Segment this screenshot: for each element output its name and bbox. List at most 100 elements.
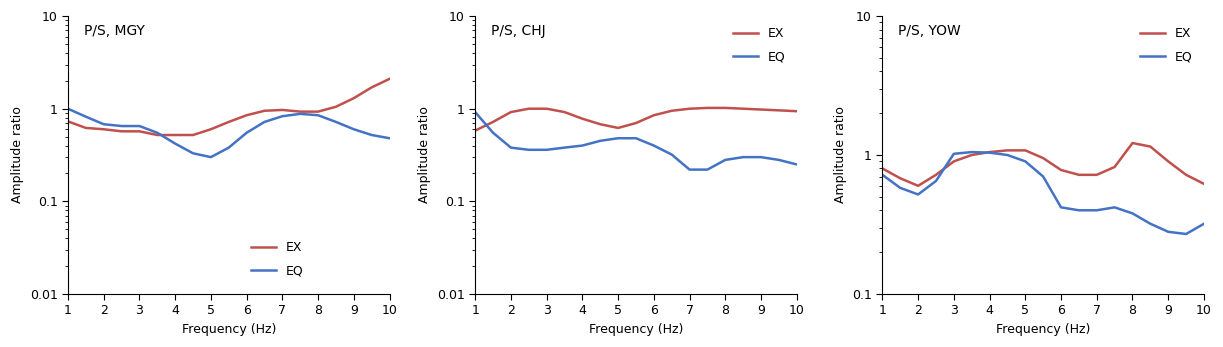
Text: P/S, CHJ: P/S, CHJ [492, 24, 545, 39]
X-axis label: Frequency (Hz): Frequency (Hz) [588, 323, 684, 336]
EX [292, 110, 307, 114]
EQ [789, 162, 804, 167]
EX [1090, 173, 1104, 177]
EX [593, 122, 608, 126]
EQ [736, 155, 751, 159]
EQ [311, 113, 325, 117]
EX [1018, 148, 1032, 152]
EX [257, 109, 272, 113]
EQ [383, 136, 397, 140]
EQ [364, 133, 379, 137]
EQ [78, 115, 93, 119]
EQ [468, 110, 483, 114]
EX [629, 121, 643, 125]
EQ [647, 143, 662, 147]
EQ [504, 145, 519, 150]
EX [647, 113, 662, 117]
EQ [486, 131, 500, 135]
EQ [700, 168, 714, 172]
EX [521, 107, 536, 111]
Line: EX: EX [476, 108, 796, 130]
EQ [292, 112, 307, 116]
EX [114, 129, 128, 133]
EQ [753, 155, 768, 159]
X-axis label: Frequency (Hz): Frequency (Hz) [181, 323, 276, 336]
EQ [718, 158, 733, 162]
EQ [132, 124, 147, 128]
EQ [874, 173, 889, 177]
EX [789, 109, 804, 113]
EX [753, 108, 768, 112]
EQ [257, 120, 272, 124]
EX [97, 127, 111, 131]
EX [1000, 148, 1015, 152]
EQ [1179, 232, 1194, 236]
EX [1179, 173, 1194, 177]
EX [468, 128, 483, 133]
EQ [1107, 205, 1121, 210]
EX [78, 126, 93, 130]
EQ [329, 120, 344, 124]
EQ [1090, 208, 1104, 212]
EQ [682, 168, 697, 172]
EX [575, 117, 589, 121]
Line: EQ: EQ [476, 112, 796, 170]
EX [329, 105, 344, 109]
EQ [346, 127, 361, 131]
EQ [1125, 211, 1140, 215]
EX [982, 150, 997, 154]
EX [240, 113, 254, 117]
EX [736, 107, 751, 111]
EX [275, 108, 290, 112]
EQ [965, 150, 980, 154]
EX [700, 106, 714, 110]
EQ [114, 124, 128, 128]
EQ [610, 136, 625, 140]
EX [718, 106, 733, 110]
EQ [911, 192, 926, 196]
Line: EX: EX [882, 143, 1203, 186]
EQ [168, 142, 182, 146]
EQ [1144, 222, 1158, 226]
EX [486, 120, 500, 124]
EQ [203, 155, 218, 159]
EQ [521, 148, 536, 152]
EX [928, 173, 943, 177]
EX [874, 167, 889, 171]
Y-axis label: Amplitude ratio: Amplitude ratio [834, 107, 846, 203]
EX [911, 184, 926, 188]
EX [150, 133, 165, 137]
Legend: EX, EQ: EX, EQ [728, 22, 790, 68]
EQ [1054, 205, 1069, 210]
EQ [1196, 222, 1211, 226]
EX [311, 110, 325, 114]
EX [1071, 173, 1086, 177]
Text: P/S, MGY: P/S, MGY [84, 24, 144, 39]
EQ [539, 148, 554, 152]
Line: EQ: EQ [882, 152, 1203, 234]
EX [383, 77, 397, 81]
EX [1125, 141, 1140, 145]
EQ [558, 145, 572, 150]
EX [61, 119, 76, 124]
EQ [61, 107, 76, 111]
EQ [947, 152, 961, 156]
EQ [575, 143, 589, 147]
EQ [150, 131, 165, 135]
EQ [275, 114, 290, 118]
EX [1036, 156, 1051, 160]
EQ [982, 151, 997, 155]
Text: P/S, YOW: P/S, YOW [899, 24, 961, 39]
EX [186, 133, 201, 137]
EQ [221, 145, 236, 150]
EX [610, 126, 625, 130]
EQ [772, 158, 786, 162]
EX [893, 176, 907, 180]
EQ [1071, 208, 1086, 212]
EQ [1000, 153, 1015, 157]
EX [539, 107, 554, 111]
EQ [893, 186, 907, 190]
EQ [1018, 159, 1032, 163]
X-axis label: Frequency (Hz): Frequency (Hz) [996, 323, 1091, 336]
EX [1196, 182, 1211, 186]
